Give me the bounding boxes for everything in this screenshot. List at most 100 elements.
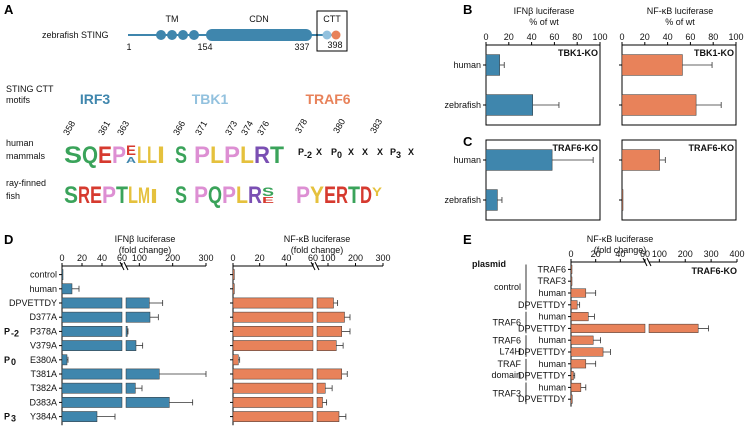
- category-label: T382A: [30, 383, 57, 393]
- plot-frame: [485, 139, 601, 221]
- svg-text:Q: Q: [208, 182, 222, 209]
- category-label: D377A: [29, 312, 57, 322]
- traf-motif-residue: X: [348, 147, 354, 157]
- svg-text:L: L: [137, 142, 147, 169]
- bar: [621, 149, 660, 171]
- row-ray-finned: ray-finned: [6, 178, 46, 188]
- chart-b-nfkb: 0 20 40 60 80 100 TBK1-KO: [619, 32, 744, 126]
- bar: [232, 326, 314, 337]
- svg-text:R: R: [78, 182, 90, 209]
- chart-b-ifn: 0 20 40 60 80 100 TBK1-KO human zebrafish: [444, 32, 608, 126]
- category-label: TRAF6: [537, 264, 566, 274]
- x-tick-label: 0: [483, 32, 488, 42]
- residue-numbers: 358 361 363 366 371 373 374 376 378 380 383: [61, 117, 384, 137]
- category-label: human: [453, 60, 481, 70]
- ctt-box: [316, 10, 348, 52]
- domain-tm: TM: [166, 14, 179, 24]
- bar: [316, 397, 323, 408]
- svg-text:E: E: [126, 142, 136, 158]
- category-label: DPVETTDY: [518, 394, 566, 404]
- x-tick-label: 300: [198, 253, 213, 263]
- bar: [125, 397, 170, 408]
- ko-tag: TRAF6-KO: [692, 266, 738, 276]
- x-tick-label: 100: [728, 32, 743, 42]
- svg-text:L: L: [210, 142, 224, 169]
- e-sub: (fold change): [594, 245, 647, 255]
- bar: [485, 54, 500, 76]
- x-tick-label: 300: [375, 253, 390, 263]
- bar: [61, 411, 98, 422]
- category-label: DPVETTDY: [9, 298, 57, 308]
- bar: [570, 382, 582, 392]
- x-tick-label: 20: [591, 249, 601, 259]
- d-ifn-title: IFNβ luciferase: [115, 234, 176, 244]
- traf-motif-subscript: 0: [337, 150, 342, 160]
- category-label: zebrafish: [444, 195, 481, 205]
- x-tick-label: 80: [708, 32, 718, 42]
- bar: [570, 335, 594, 345]
- category-label: human: [538, 359, 566, 369]
- d-nfkb-title: NF-κB luciferase: [284, 234, 351, 244]
- protein-label: zebrafish STING: [42, 30, 109, 40]
- e-plasmid-header: plasmid: [472, 259, 506, 269]
- bar: [232, 297, 314, 309]
- tm-helix-4: [189, 30, 199, 40]
- bar: [316, 411, 340, 422]
- position-subscript: -2: [11, 328, 19, 338]
- x-tick-label: 100: [132, 253, 147, 263]
- sequence-logo-fish: S R E P T L M I S P Q P L R S E P Y E R …: [64, 182, 382, 209]
- x-tick-label: 40: [663, 32, 673, 42]
- bar: [61, 326, 123, 337]
- ctt-traf6-dot: [331, 30, 341, 40]
- traf-motif-residue: X: [377, 147, 383, 157]
- category-label: human: [453, 155, 481, 165]
- category-label: V379A: [30, 341, 57, 351]
- group-label: domain: [491, 370, 521, 380]
- bar: [570, 288, 587, 298]
- residue-number: 383: [368, 117, 384, 135]
- svg-text:R: R: [336, 182, 348, 209]
- tm-helix-3: [178, 30, 188, 40]
- group-label: TRAF: [498, 359, 522, 369]
- bar: [125, 326, 128, 337]
- svg-text:A: A: [126, 156, 136, 165]
- category-label: TRAF3: [537, 276, 566, 286]
- bar: [232, 368, 314, 380]
- bar: [316, 382, 326, 394]
- category-label: human: [29, 284, 57, 294]
- tm-helix-2: [167, 30, 177, 40]
- bar: [316, 297, 334, 309]
- bar: [232, 311, 314, 323]
- group-label: TRAF6: [492, 336, 521, 346]
- svg-text:L: L: [147, 142, 157, 169]
- panel-a-label: A: [4, 2, 14, 17]
- position-subscript: 3: [11, 414, 16, 424]
- category-label: DPVETTDY: [518, 347, 566, 357]
- position-label: P: [4, 412, 10, 422]
- svg-text:S: S: [64, 142, 82, 169]
- bar: [125, 311, 151, 323]
- x-tick-label: 300: [704, 249, 719, 259]
- pos-337: 337: [294, 42, 309, 52]
- category-label: DPVETTDY: [518, 323, 566, 333]
- axis-break: [314, 261, 320, 271]
- ctt-tbk1-dot: [322, 30, 332, 40]
- residue-number: 371: [193, 119, 209, 137]
- group-label: L74H: [499, 347, 521, 357]
- bar: [621, 94, 697, 116]
- traf-motif-residue: X: [408, 147, 414, 157]
- panel-e: E NF-κB luciferase (fold change) plasmid…: [463, 232, 745, 407]
- pos-154: 154: [197, 42, 212, 52]
- row-human: human: [6, 138, 34, 148]
- x-tick-label: 0: [619, 32, 624, 42]
- position-label: P: [4, 355, 10, 365]
- svg-text:M: M: [138, 183, 150, 208]
- panel-c-label: C: [463, 134, 473, 149]
- svg-text:P: P: [222, 182, 236, 209]
- plot-frame: [621, 44, 737, 126]
- tm-helix-1: [156, 30, 166, 40]
- x-tick-label: 40: [97, 253, 107, 263]
- bar: [570, 394, 573, 404]
- bar: [316, 340, 337, 351]
